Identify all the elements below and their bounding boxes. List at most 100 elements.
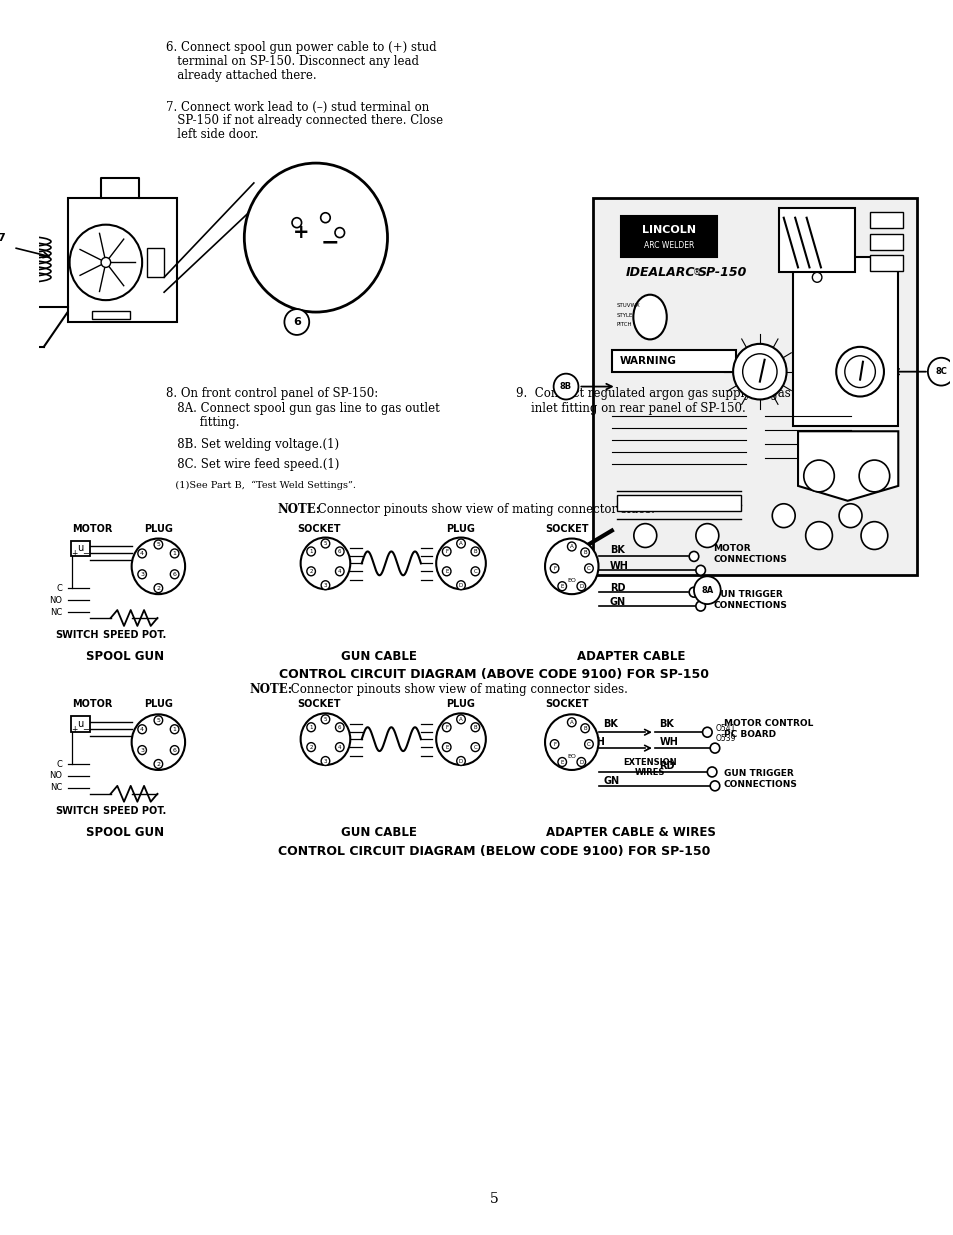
Text: 8. On front control panel of SP-150:: 8. On front control panel of SP-150: (166, 387, 378, 400)
Text: GN: GN (602, 776, 618, 785)
Circle shape (132, 714, 185, 769)
Text: O541: O541 (715, 724, 736, 732)
Circle shape (442, 547, 451, 556)
Circle shape (741, 353, 776, 389)
Text: SPOOL GUN: SPOOL GUN (86, 825, 164, 839)
Circle shape (335, 547, 344, 556)
Text: 2: 2 (309, 745, 313, 750)
Text: 8C. Set wire feed speed.(1): 8C. Set wire feed speed.(1) (166, 458, 339, 471)
Text: BK: BK (602, 719, 618, 730)
Text: 8B. Set welding voltage.(1): 8B. Set welding voltage.(1) (166, 438, 338, 451)
Text: GUN TRIGGER
CONNECTIONS: GUN TRIGGER CONNECTIONS (722, 769, 797, 789)
Circle shape (335, 742, 344, 752)
Text: E: E (560, 584, 563, 589)
Circle shape (584, 564, 593, 573)
Text: E: E (444, 745, 448, 750)
Circle shape (927, 358, 953, 385)
Text: SP-150 if not already connected there. Close: SP-150 if not already connected there. C… (166, 115, 443, 127)
Circle shape (335, 567, 344, 576)
Bar (592, 198, 917, 576)
Text: B: B (582, 550, 586, 555)
Circle shape (836, 347, 883, 396)
Text: F: F (445, 725, 448, 730)
Text: B: B (473, 725, 476, 730)
Text: terminal on SP-150. Disconnect any lead: terminal on SP-150. Disconnect any lead (166, 54, 418, 68)
Circle shape (859, 461, 889, 492)
Circle shape (307, 722, 315, 731)
Circle shape (292, 217, 301, 227)
Circle shape (154, 760, 163, 768)
Text: D: D (578, 584, 583, 589)
Circle shape (154, 540, 163, 550)
Circle shape (284, 309, 309, 335)
Circle shape (550, 740, 558, 748)
Text: 8C: 8C (934, 367, 946, 377)
Circle shape (335, 722, 344, 731)
Text: 6: 6 (293, 317, 300, 327)
Circle shape (456, 757, 465, 766)
Circle shape (154, 716, 163, 725)
Text: 2: 2 (156, 762, 160, 767)
Text: A: A (458, 716, 462, 721)
Circle shape (471, 547, 479, 556)
Circle shape (321, 757, 330, 766)
Text: IDEALARC: IDEALARC (625, 266, 695, 279)
Text: ADAPTER CABLE: ADAPTER CABLE (577, 650, 684, 663)
Text: C: C (56, 760, 62, 768)
Bar (71, 716, 90, 732)
Text: BK: BK (659, 719, 674, 730)
Text: 2: 2 (309, 569, 313, 574)
Circle shape (171, 725, 179, 734)
Circle shape (558, 757, 566, 767)
Text: 1: 1 (309, 548, 313, 555)
Text: 6. Connect spool gun power cable to (+) stud: 6. Connect spool gun power cable to (+) … (166, 41, 436, 54)
Bar (778, 207, 855, 273)
Text: CONTROL CIRCUIT DIAGRAM (ABOVE CODE 9100) FOR SP-150: CONTROL CIRCUIT DIAGRAM (ABOVE CODE 9100… (279, 668, 709, 680)
Bar (793, 257, 898, 426)
Text: PLUG: PLUG (144, 699, 172, 709)
Circle shape (442, 722, 451, 731)
Circle shape (300, 714, 350, 764)
Text: A: A (569, 543, 573, 550)
Text: 3: 3 (323, 758, 327, 763)
Text: 2: 2 (156, 585, 160, 590)
Text: 9.  Connect regulated argon gas supply to gas: 9. Connect regulated argon gas supply to… (516, 387, 790, 400)
Text: SWITCH: SWITCH (55, 805, 99, 816)
Circle shape (553, 374, 578, 399)
Text: 4: 4 (337, 745, 341, 750)
Text: −: − (82, 725, 90, 734)
Text: WH: WH (659, 737, 678, 747)
Text: −: − (82, 548, 90, 558)
Text: 4: 4 (140, 726, 144, 732)
Text: +: + (293, 224, 310, 242)
Text: MOTOR: MOTOR (72, 699, 112, 709)
Text: 3: 3 (323, 583, 327, 588)
Circle shape (138, 569, 147, 579)
Circle shape (138, 746, 147, 755)
Circle shape (335, 227, 344, 237)
Text: C: C (586, 742, 590, 747)
Text: RD: RD (609, 583, 625, 593)
Text: SPEED POT.: SPEED POT. (103, 630, 166, 640)
Circle shape (171, 550, 179, 558)
Text: D: D (458, 758, 462, 763)
Text: BK: BK (609, 546, 624, 556)
Bar (616, 495, 740, 511)
Text: 5: 5 (156, 542, 160, 547)
Text: F: F (553, 566, 556, 571)
Text: +: + (71, 548, 77, 558)
Circle shape (171, 746, 179, 755)
Circle shape (805, 521, 832, 550)
Text: GUN CABLE: GUN CABLE (340, 825, 416, 839)
Circle shape (138, 550, 147, 558)
Text: 8A. Connect spool gun gas line to gas outlet: 8A. Connect spool gun gas line to gas ou… (166, 403, 439, 415)
Circle shape (709, 781, 719, 790)
Circle shape (544, 714, 598, 769)
Text: 1: 1 (172, 726, 176, 732)
Circle shape (436, 714, 485, 764)
Circle shape (706, 767, 716, 777)
Text: WH: WH (609, 562, 628, 572)
Circle shape (584, 740, 593, 748)
Text: E: E (444, 569, 448, 574)
Bar (869, 256, 902, 272)
